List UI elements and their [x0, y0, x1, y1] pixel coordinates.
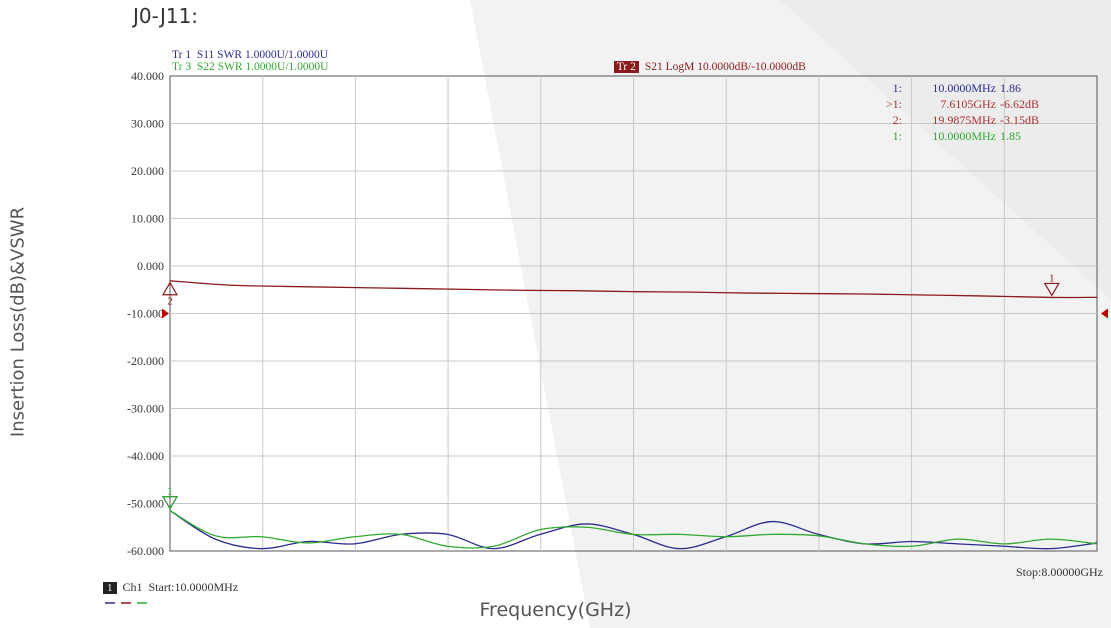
marker-table: 1: 10.0000MHz 1.86 >1: 7.6105GHz -6.62dB…: [860, 80, 1070, 144]
marker-triangle: [161, 496, 179, 510]
marker-row: 2: 19.9875MHz -3.15dB: [860, 112, 1070, 128]
reference-arrow-left: [162, 308, 169, 319]
marker-value: -6.62dB: [1000, 97, 1039, 111]
y-tick-label: -10.000: [127, 307, 164, 321]
stop-frequency: Stop:8.00000GHz: [1016, 565, 1103, 579]
marker-label: 1: [167, 486, 173, 498]
marker-frequency: 10.0000MHz: [932, 81, 996, 95]
trace-2-header: Tr 2 S21 LogM 10.0000dB/-10.0000dB: [608, 49, 806, 73]
x-axis-label: Frequency(GHz): [479, 599, 632, 621]
y-tick-label: -50.000: [127, 497, 164, 511]
marker-id: 1:: [892, 81, 902, 95]
channel-footer: 1 Ch1 Start:10.0000MHz: [97, 565, 238, 610]
y-tick-label: 30.000: [131, 117, 164, 131]
marker-value: 1.85: [1000, 129, 1021, 143]
marker-value: 1.86: [1000, 81, 1021, 95]
marker-id: 2:: [892, 113, 902, 127]
marker-frequency: 7.6105GHz: [940, 97, 996, 111]
trace-1-header: Tr 1 S11 SWR 1.0000U/1.0000U: [172, 49, 329, 61]
channel-number-box: 1: [103, 582, 117, 594]
series-line-s22-swr: [169, 510, 1098, 549]
y-tick-label: -30.000: [127, 402, 164, 416]
marker-label: 2: [167, 296, 173, 308]
marker-label: 1: [1049, 272, 1055, 284]
marker-id: 1:: [892, 129, 902, 143]
marker-row: 1: 10.0000MHz 1.85: [860, 128, 1070, 144]
y-tick-label: 20.000: [131, 164, 164, 178]
page-title: J0-J11:: [133, 4, 199, 28]
reference-arrow-right: [1101, 308, 1108, 319]
series-line-s21-logm: [169, 280, 1098, 299]
marker-id: >1:: [885, 97, 902, 111]
trace-3-header: Tr 3 S22 SWR 1.0000U/1.0000U: [172, 61, 329, 73]
y-tick-label: 10.000: [131, 212, 164, 226]
trace-legend-dash: [105, 602, 147, 604]
y-tick-label: -60.000: [127, 544, 164, 558]
marker-frequency: 10.0000MHz: [932, 129, 996, 143]
marker-row: >1: 7.6105GHz -6.62dB: [860, 96, 1070, 112]
trace-2-tag: Tr 2: [613, 61, 639, 73]
marker-label: 1: [167, 486, 173, 498]
y-tick-label: -20.000: [127, 354, 164, 368]
marker-triangle: [161, 281, 179, 296]
marker-value: -3.15dB: [1000, 113, 1039, 127]
channel-start-text: Ch1 Start:10.0000MHz: [122, 580, 239, 594]
marker-triangle: [1043, 282, 1060, 297]
trace-2-text: S21 LogM 10.0000dB/-10.0000dB: [644, 61, 806, 73]
y-tick-label: -40.000: [127, 449, 164, 463]
y-tick-label: 0.000: [137, 259, 164, 273]
marker-frequency: 19.9875MHz: [932, 113, 996, 127]
y-tick-label: 40.000: [131, 69, 164, 83]
marker-row: 1: 10.0000MHz 1.86: [860, 80, 1070, 96]
